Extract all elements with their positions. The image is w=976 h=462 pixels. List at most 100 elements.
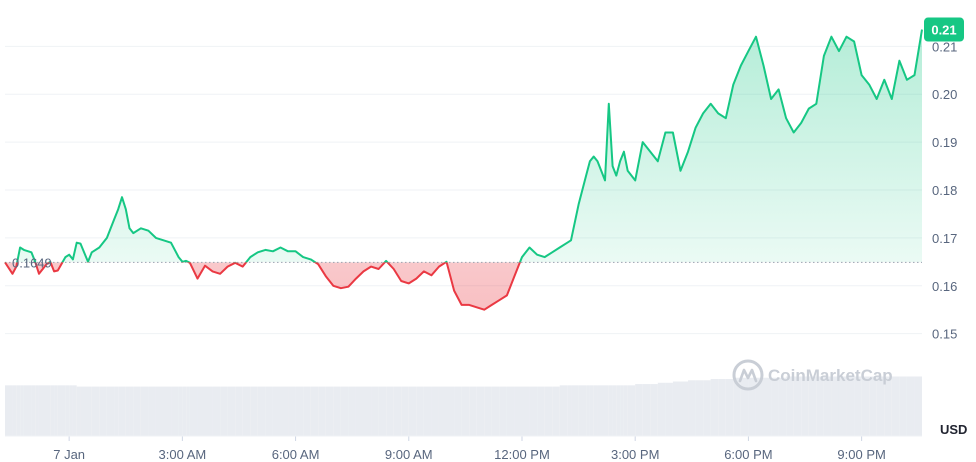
volume-bar — [718, 379, 726, 436]
x-tick-label: 3:00 AM — [159, 447, 207, 462]
volume-bar — [148, 386, 156, 436]
volume-bar — [567, 385, 572, 436]
volume-bar — [401, 386, 409, 436]
volume-bar — [31, 385, 36, 436]
volume-bar — [491, 386, 500, 436]
volume-bar — [801, 376, 809, 436]
volume-bar — [608, 385, 613, 436]
y-unit-label: USD — [940, 422, 967, 437]
volume-bar — [69, 385, 73, 436]
volume-bar — [393, 386, 402, 436]
volume-bar — [140, 386, 149, 436]
volume-bar — [906, 376, 915, 436]
volume-bar — [506, 386, 515, 436]
volume-bar — [363, 386, 372, 436]
volume-bar — [178, 386, 183, 436]
volume-bar — [295, 386, 304, 436]
volume-bar — [340, 386, 349, 436]
volume-bar — [884, 376, 892, 436]
volume-bar — [242, 386, 251, 436]
volume-bar — [484, 386, 492, 436]
volume-bar — [423, 386, 432, 436]
volume-bars — [5, 376, 922, 436]
volume-bar — [725, 379, 734, 436]
price-line-below — [4, 262, 521, 311]
x-tick-label: 9:00 AM — [385, 447, 433, 462]
volume-bar — [186, 386, 190, 436]
volume-bar — [808, 376, 817, 436]
volume-bar — [197, 386, 206, 436]
volume-bar — [155, 386, 164, 436]
y-tick-label: 0.19 — [932, 135, 957, 150]
volume-bar — [688, 380, 696, 436]
x-axis: 7 Jan 3:00 AM 6:00 AM 9:00 AM 12:00 PM 3:00 P… — [5, 435, 922, 462]
volume-bar — [46, 385, 51, 436]
volume-bar — [672, 381, 681, 436]
volume-bar — [303, 386, 311, 436]
volume-bar — [537, 386, 545, 436]
area-fill-above — [5, 29, 922, 263]
volume-bar — [189, 386, 198, 436]
volume-bar — [129, 386, 134, 436]
current-price-badge-bg — [924, 17, 964, 42]
volume-bar — [620, 385, 624, 436]
volume-bar — [869, 376, 877, 436]
volume-bar — [623, 385, 628, 436]
volume-bar — [91, 386, 100, 436]
volume-bar — [371, 386, 379, 436]
reference-price-label: 0.1649 — [12, 255, 52, 270]
volume-bar — [593, 385, 598, 436]
x-tick-label: 6:00 AM — [272, 447, 320, 462]
volume-bar — [612, 385, 617, 436]
area-fill-below — [5, 262, 520, 310]
volume-bar — [740, 377, 749, 436]
volume-bar — [846, 376, 855, 436]
volume-bar — [816, 376, 824, 436]
volume-bar — [703, 380, 711, 436]
volume-bar — [657, 382, 666, 436]
area-fills — [5, 29, 922, 310]
volume-bar — [163, 386, 172, 436]
volume-bar — [227, 386, 236, 436]
volume-bar — [552, 386, 560, 436]
volume-bar — [325, 386, 334, 436]
volume-bar — [823, 376, 832, 436]
volume-bar — [461, 386, 470, 436]
volume-bar — [235, 386, 243, 436]
y-tick-label: 0.18 — [932, 183, 957, 198]
reference-price-text: 0.1649 — [12, 255, 52, 270]
volume-bar — [642, 384, 651, 436]
volume-bar — [88, 386, 92, 436]
y-axis: 0.15 0.16 0.17 0.18 0.19 0.20 0.21 — [932, 39, 957, 341]
volume-bar — [265, 386, 273, 436]
volume-bar — [578, 385, 587, 436]
volume-bar — [650, 384, 658, 436]
volume-bar — [121, 386, 126, 436]
volume-bar — [627, 385, 636, 436]
volume-bar — [76, 386, 81, 436]
x-tick-label: 6:00 PM — [724, 447, 772, 462]
volume-bar — [386, 386, 394, 436]
x-tick-label: 7 Jan — [53, 447, 85, 462]
volume-bar — [378, 386, 387, 436]
volume-bar — [454, 386, 462, 436]
y-tick-label: 0.16 — [932, 279, 957, 294]
volume-bar — [118, 386, 122, 436]
volume-bar — [571, 385, 579, 436]
volume-bar — [72, 385, 77, 436]
volume-bar — [250, 386, 258, 436]
y-tick-label: 0.21 — [932, 39, 957, 54]
volume-bar — [838, 376, 847, 436]
volume-bar — [355, 386, 364, 436]
volume-bar — [710, 379, 719, 436]
volume-bar — [665, 382, 673, 436]
volume-bar — [786, 376, 794, 436]
y-tick-label: 0.20 — [932, 87, 957, 102]
volume-bar — [408, 386, 417, 436]
volume-bar — [125, 386, 130, 436]
volume-bar — [23, 385, 32, 436]
current-price-text: 0.21 — [931, 23, 956, 38]
volume-bar — [57, 385, 66, 436]
volume-bar — [288, 386, 296, 436]
